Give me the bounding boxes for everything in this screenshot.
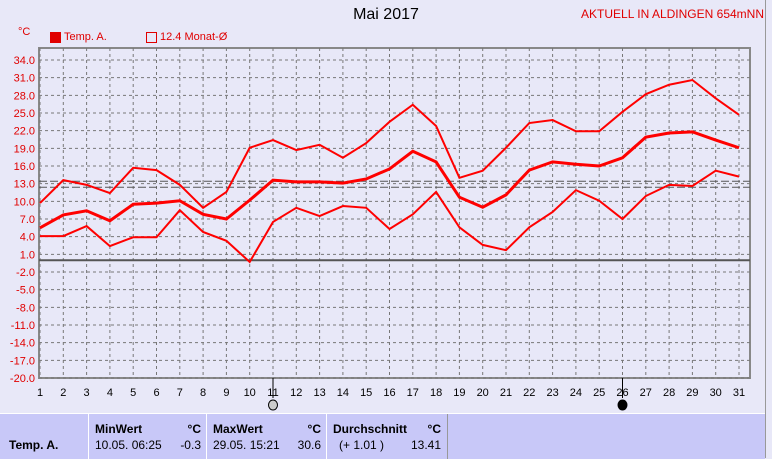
y-tick-label: 1.0 <box>20 249 35 261</box>
legend-swatch-empty <box>146 31 157 43</box>
avg-value: 13.41 <box>410 438 441 452</box>
y-tick-label: 25.0 <box>14 108 35 120</box>
x-tick-label: 4 <box>107 387 113 399</box>
x-tick-label: 6 <box>153 387 159 399</box>
avg-diff: (+ 1.01 ) <box>339 438 385 452</box>
y-tick-label: 13.0 <box>14 179 35 191</box>
x-tick-label: 24 <box>570 387 582 399</box>
x-tick-label: 10 <box>244 387 256 399</box>
x-tick-label: 27 <box>640 387 652 399</box>
y-tick-label: 16.0 <box>14 161 35 173</box>
x-tick-label: 31 <box>733 387 745 399</box>
temperature-chart: 34.031.028.025.022.019.016.013.010.07.04… <box>10 47 751 411</box>
avg-cell: Durchschnitt °C (+ 1.01 ) 13.41 <box>326 414 448 459</box>
min-unit: °C <box>187 422 201 436</box>
x-tick-label: 15 <box>360 387 372 399</box>
x-tick-label: 1 <box>37 387 43 399</box>
legend-label: 12.4 Monat-Ø <box>160 31 228 43</box>
x-tick-label: 25 <box>593 387 605 399</box>
y-tick-label: -17.0 <box>10 355 35 367</box>
series-line-max <box>39 78 740 210</box>
x-tick-label: 16 <box>383 387 395 399</box>
min-header: MinWert <box>95 422 143 436</box>
x-tick-label: 20 <box>477 387 489 399</box>
legend-swatch-filled <box>50 31 61 43</box>
full-moon-icon <box>268 399 278 411</box>
y-tick-label: 34.0 <box>14 55 35 67</box>
min-value: -0.3 <box>180 438 201 452</box>
y-tick-label: 4.0 <box>20 232 35 244</box>
y-tick-label: 28.0 <box>14 90 35 102</box>
max-unit: °C <box>307 422 321 436</box>
y-tick-label: -14.0 <box>10 338 35 350</box>
y-tick-label: 22.0 <box>14 126 35 138</box>
y-tick-label: -5.0 <box>16 285 35 297</box>
avg-header: Durchschnitt <box>333 422 408 436</box>
x-tick-label: 28 <box>663 387 675 399</box>
chart-title: Mai 2017 <box>353 6 419 23</box>
max-header: MaxWert <box>213 422 263 436</box>
max-value: 30.6 <box>297 438 321 452</box>
x-tick-label: 17 <box>407 387 419 399</box>
y-tick-label: 31.0 <box>14 73 35 85</box>
y-tick-label: 19.0 <box>14 143 35 155</box>
min-date: 10.05. 06:25 <box>95 438 162 452</box>
max-date: 29.05. 15:21 <box>213 438 280 452</box>
x-tick-label: 12 <box>290 387 302 399</box>
stats-row-label: Temp. A. <box>9 438 59 452</box>
legend-item-monthly-avg: 12.4 Monat-Ø <box>146 31 227 43</box>
y-tick-label: -8.0 <box>16 302 35 314</box>
y-tick-label: -11.0 <box>11 320 35 332</box>
series-line-mean <box>39 130 740 230</box>
x-tick-label: 29 <box>686 387 698 399</box>
x-tick-label: 19 <box>453 387 465 399</box>
x-tick-label: 8 <box>200 387 206 399</box>
stats-panel: Temp. A. MinWert °C 10.05. 06:25 -0.3 Ma… <box>0 413 765 459</box>
x-tick-label: 23 <box>546 387 558 399</box>
series-line-min <box>40 169 740 264</box>
x-tick-label: 5 <box>130 387 136 399</box>
x-tick-label: 14 <box>337 387 349 399</box>
x-tick-label: 9 <box>223 387 229 399</box>
x-tick-label: 13 <box>313 387 325 399</box>
x-tick-label: 3 <box>84 387 90 399</box>
y-tick-label: 7.0 <box>20 214 35 226</box>
x-tick-label: 18 <box>430 387 442 399</box>
y-axis-unit: °C <box>18 26 31 38</box>
station-label: AKTUELL IN ALDINGEN 654mNN <box>581 7 764 21</box>
min-cell: MinWert °C 10.05. 06:25 -0.3 <box>88 414 207 459</box>
side-strip <box>765 0 772 458</box>
y-tick-label: -20.0 <box>10 373 35 385</box>
y-tick-label: 10.0 <box>14 196 35 208</box>
x-tick-label: 22 <box>523 387 535 399</box>
stats-row-label-cell: Temp. A. <box>0 414 88 459</box>
x-tick-label: 21 <box>500 387 512 399</box>
avg-unit: °C <box>427 422 441 436</box>
x-tick-label: 2 <box>60 387 66 399</box>
y-tick-label: -2.0 <box>16 267 35 279</box>
new-moon-icon <box>617 399 628 411</box>
x-tick-label: 30 <box>710 387 722 399</box>
legend-item-temp: Temp. A. <box>50 31 107 43</box>
legend-label: Temp. A. <box>64 31 107 43</box>
max-cell: MaxWert °C 29.05. 15:21 30.6 <box>206 414 327 459</box>
plot-area <box>38 47 751 379</box>
x-tick-label: 7 <box>177 387 183 399</box>
